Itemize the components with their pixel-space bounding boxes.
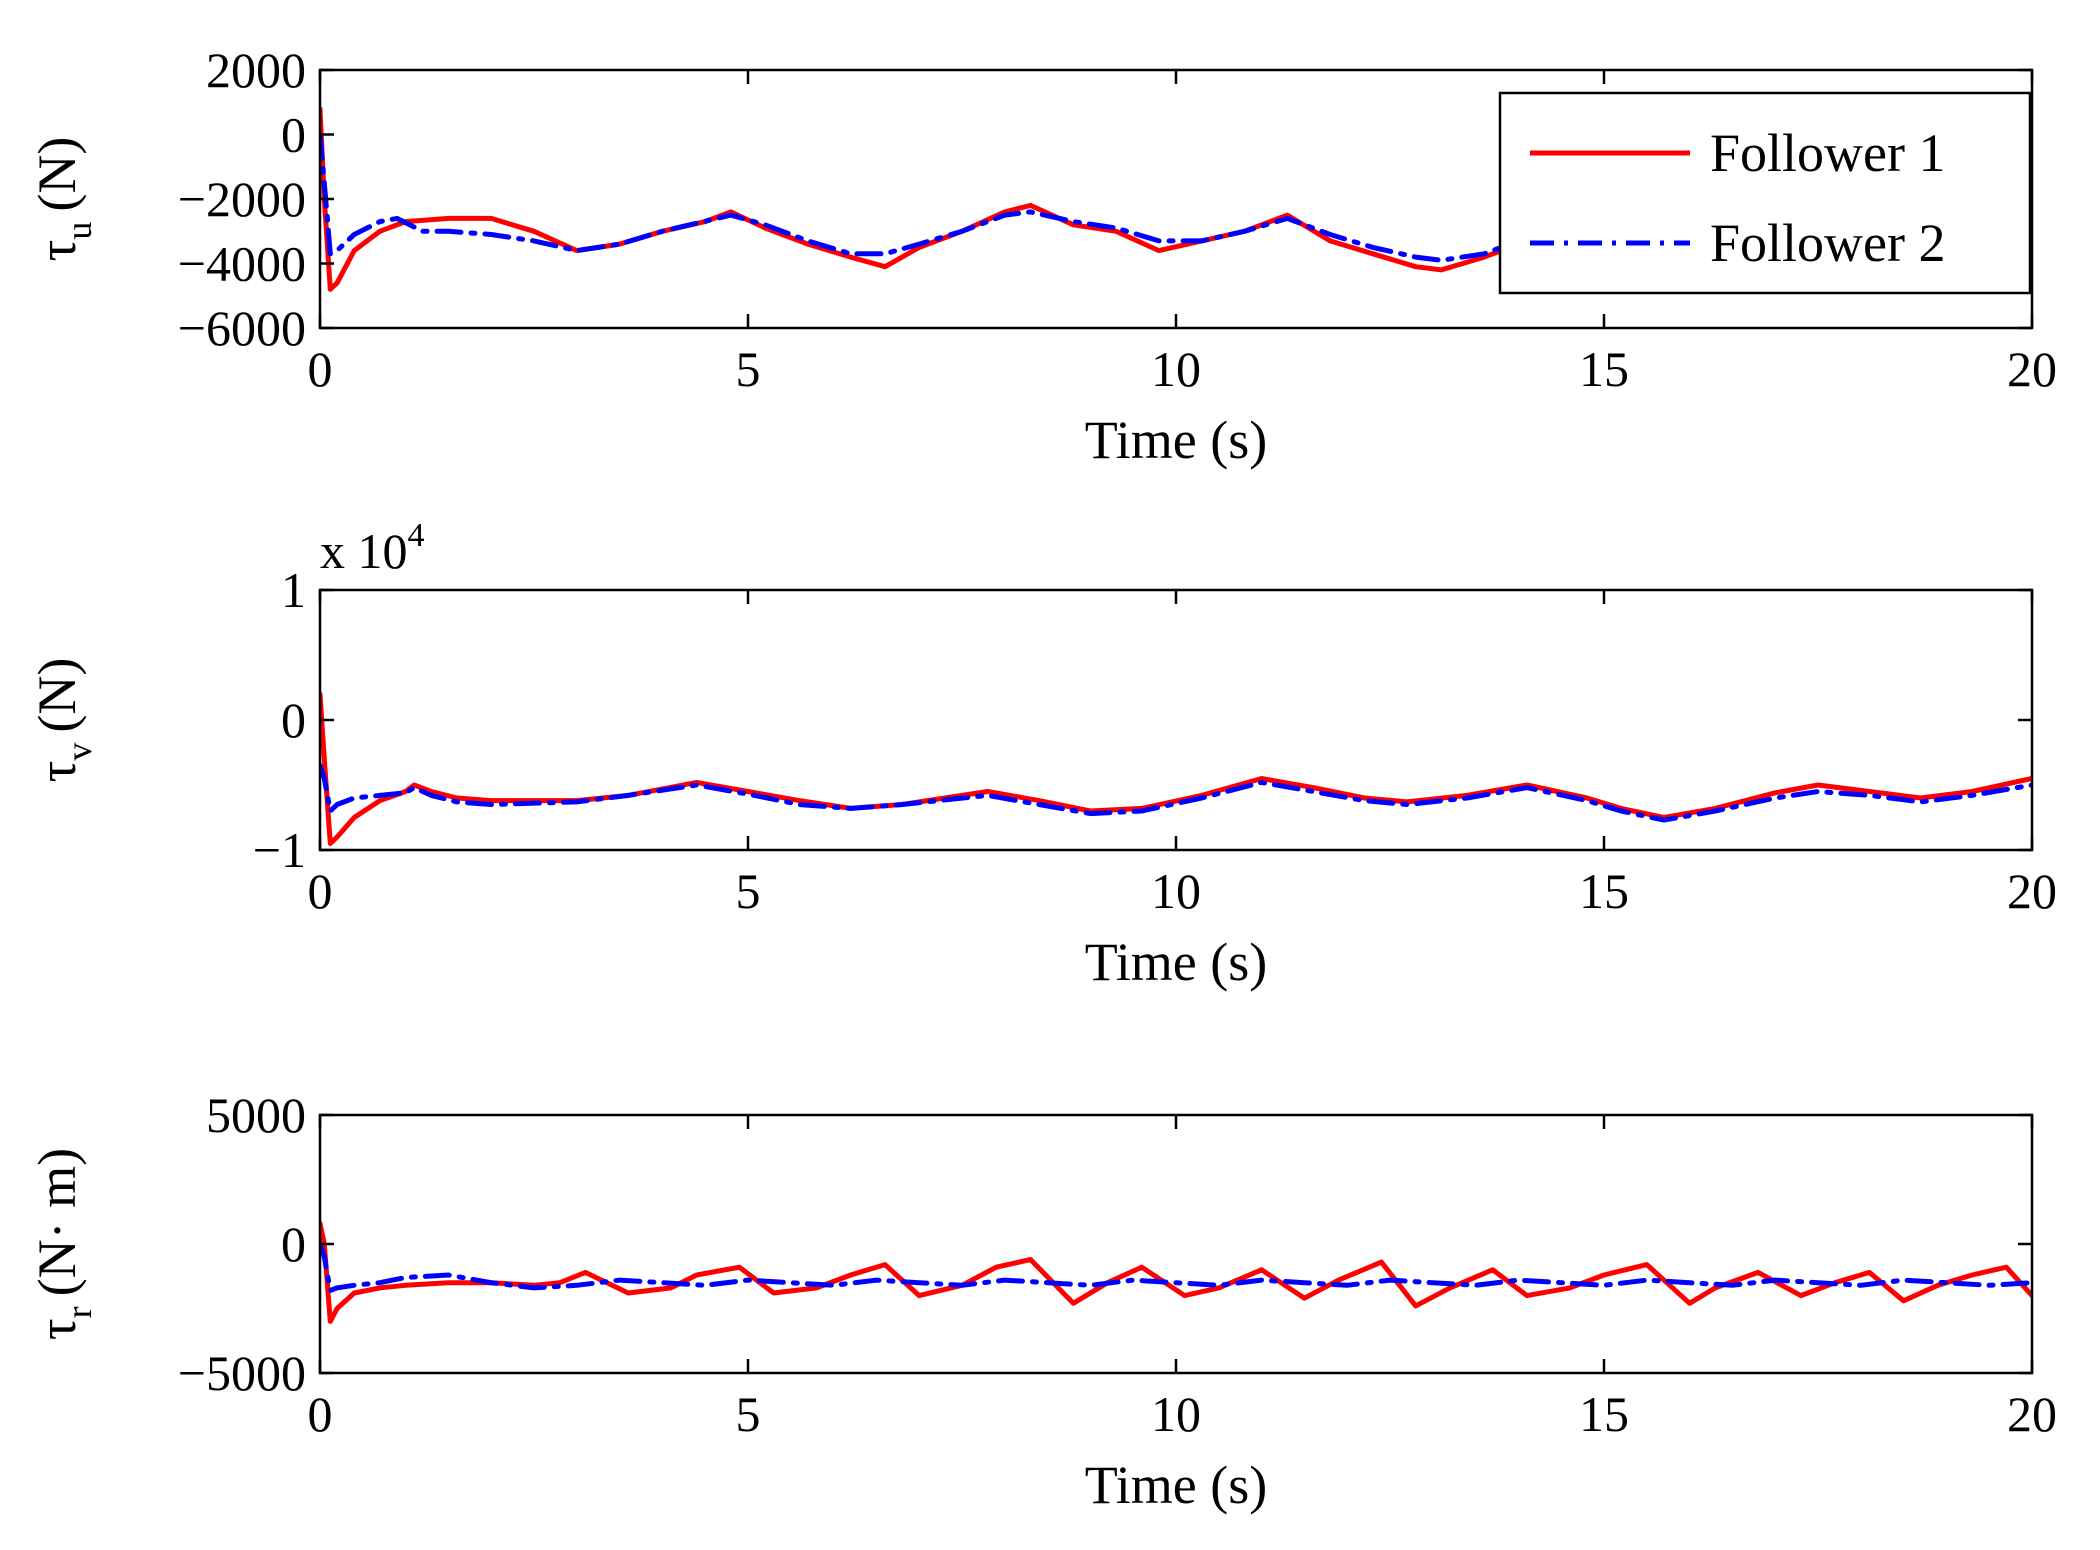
y-axis-subscript: v	[59, 743, 99, 761]
x-tick-label: 20	[2007, 863, 2057, 919]
x-tick-label: 15	[1579, 1386, 1629, 1442]
y-tick-label: 0	[281, 692, 306, 748]
x-tick-label: 0	[308, 863, 333, 919]
y-axis-unit: (N· m)	[27, 1148, 87, 1296]
x-tick-label: 0	[308, 1386, 333, 1442]
y-tick-label: 2000	[206, 42, 306, 98]
y-axis-unit: (N)	[27, 137, 87, 212]
legend: Follower 1 Follower 2	[1498, 91, 2032, 295]
y-axis-label: τr (N· m)	[27, 1148, 99, 1340]
x-tick-label: 15	[1579, 341, 1629, 397]
y-axis-label: τu (N)	[27, 137, 99, 262]
y-tick-label: 5000	[206, 1087, 306, 1143]
legend-label-follower-1: Follower 1	[1710, 123, 1946, 183]
x-tick-label: 10	[1151, 863, 1201, 919]
y-axis-symbol: τ	[27, 240, 87, 262]
y-axis-subscript: r	[59, 1306, 99, 1318]
y-axis-subscript: u	[59, 222, 99, 240]
x-tick-label: 10	[1151, 341, 1201, 397]
x-axis-label: Time (s)	[1085, 932, 1268, 992]
y-tick-label: 0	[281, 107, 306, 163]
x-tick-label: 20	[2007, 341, 2057, 397]
y-tick-label: 0	[281, 1216, 306, 1272]
y-axis-symbol: τ	[27, 1318, 87, 1340]
legend-box	[1498, 91, 2032, 295]
y-tick-label: −6000	[178, 300, 306, 356]
series-line-follower-2	[320, 763, 2032, 823]
x-tick-label: 15	[1579, 863, 1629, 919]
y-exponent-label: x 104	[320, 517, 425, 579]
x-tick-label: 20	[2007, 1386, 2057, 1442]
y-tick-label: −1	[253, 822, 306, 878]
x-tick-label: 5	[736, 1386, 761, 1442]
y-tick-label: −4000	[178, 236, 306, 292]
legend-label-follower-2: Follower 2	[1710, 213, 1946, 273]
x-axis-label: Time (s)	[1085, 410, 1268, 470]
x-axis-label: Time (s)	[1085, 1455, 1268, 1515]
y-tick-label: 1	[281, 562, 306, 618]
x-tick-label: 0	[308, 341, 333, 397]
y-exponent-power: 4	[408, 517, 425, 554]
x-tick-label: 10	[1151, 1386, 1201, 1442]
y-axis-symbol: τ	[27, 761, 87, 783]
y-tick-label: −2000	[178, 171, 306, 227]
panel-1: 0 5 10 15 20 2000 0 −2000 −4000 −6000 Time (s) τu (N…	[27, 42, 2057, 470]
series-line-follower-2	[320, 1241, 2032, 1293]
x-tick-label: 5	[736, 863, 761, 919]
y-axis-label: τv (N)	[27, 658, 99, 783]
y-axis-unit: (N)	[27, 658, 87, 733]
x-tick-label: 5	[736, 341, 761, 397]
y-tick-label: −5000	[178, 1345, 306, 1401]
